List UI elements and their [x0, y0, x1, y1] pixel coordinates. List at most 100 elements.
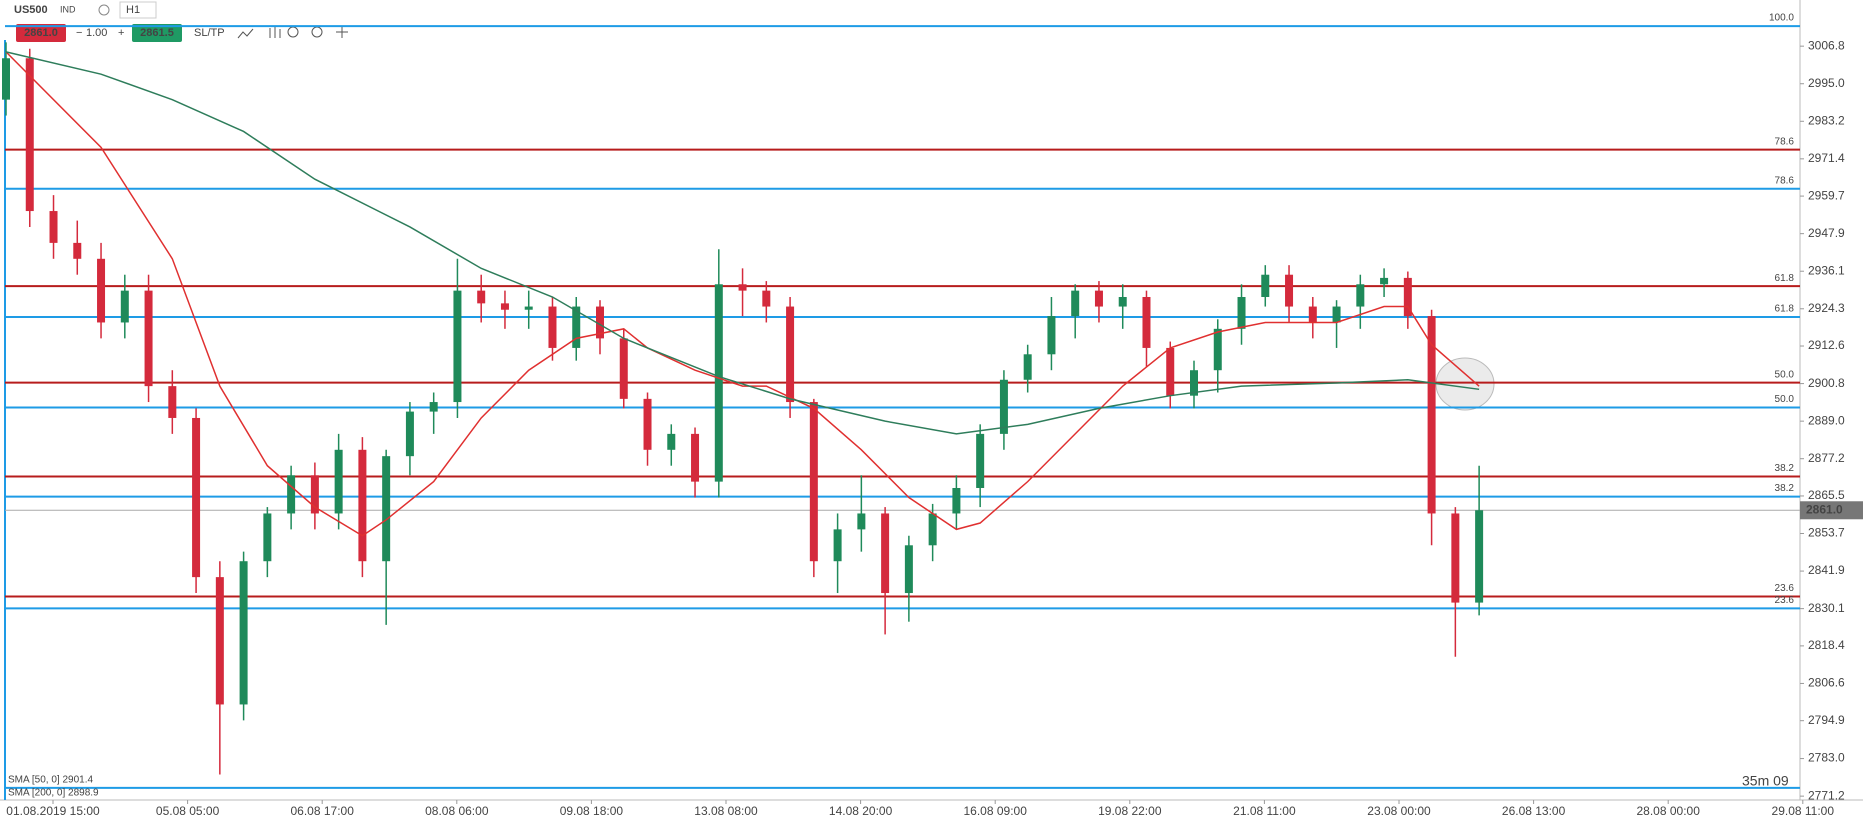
- candle-body: [1403, 277, 1412, 317]
- y-tick-label: 2936.1: [1808, 263, 1845, 277]
- candle-body: [358, 449, 367, 562]
- y-tick-label: 2877.2: [1808, 451, 1845, 465]
- candle-body: [120, 290, 129, 323]
- y-tick-label: 3006.8: [1808, 38, 1845, 52]
- timeframe-box[interactable]: [119, 1, 157, 19]
- candle-body: [881, 513, 890, 594]
- y-tick-label: 2912.6: [1808, 338, 1845, 352]
- fib-label: 50.0: [1775, 369, 1795, 380]
- candle-body: [310, 475, 319, 514]
- candle-body: [904, 545, 913, 594]
- candle-body: [1285, 274, 1294, 307]
- y-tick-label: 2924.3: [1808, 301, 1845, 315]
- candle-body: [1142, 296, 1151, 348]
- chart-type-icon[interactable]: [237, 28, 254, 39]
- x-tick-label: 09.08 18:00: [560, 804, 624, 818]
- x-tick-label: 29.08 11:00: [1772, 804, 1835, 818]
- x-tick-label: 06.08 17:00: [290, 804, 354, 818]
- candle-body: [1427, 316, 1436, 514]
- candle-body: [548, 306, 557, 348]
- candle-body: [215, 577, 224, 705]
- zoom-out[interactable]: [287, 26, 299, 38]
- toolbar: US500 IND H1 2861.0 − 1.00 + 2861.5 SL/T…: [14, 1, 348, 42]
- candle-body: [97, 258, 106, 323]
- minus[interactable]: −: [76, 27, 82, 39]
- x-tick-label: 28.08 00:00: [1636, 804, 1700, 818]
- candle-body: [1451, 513, 1460, 603]
- info-icon[interactable]: [98, 4, 110, 16]
- y-tick-label: 2853.7: [1808, 526, 1845, 540]
- x-tick-label: 21.08 11:00: [1233, 804, 1296, 818]
- candle-body: [1213, 328, 1222, 371]
- candle-body: [667, 433, 676, 450]
- candle-body: [572, 306, 581, 348]
- y-tick-label: 2806.6: [1808, 676, 1845, 690]
- indicator-legend: SMA [200, 0] 2898.9: [8, 788, 99, 799]
- candle-body: [382, 456, 391, 562]
- candle-body: [762, 290, 771, 307]
- fib-label: 61.8: [1775, 304, 1795, 315]
- candle-body: [1166, 347, 1175, 396]
- candle-body: [596, 306, 604, 339]
- market: IND: [60, 4, 76, 14]
- candle-body: [1475, 510, 1484, 603]
- fib-label: 78.6: [1775, 136, 1795, 147]
- candle-body: [999, 379, 1008, 434]
- candle-body: [1071, 290, 1080, 317]
- x-tick-label: 26.08 13:00: [1502, 804, 1566, 818]
- candle-body: [1118, 296, 1127, 307]
- candle-body: [405, 411, 414, 457]
- candle-body: [619, 338, 628, 399]
- y-tick-label: 2830.1: [1808, 601, 1845, 615]
- bid[interactable]: 2861.0: [24, 27, 58, 39]
- y-tick-label: 2947.9: [1808, 226, 1845, 240]
- indicator-legend: SMA [50, 0] 2901.4: [8, 775, 93, 786]
- candle-body: [857, 513, 866, 530]
- fib-label: 38.2: [1775, 483, 1795, 494]
- sell-button[interactable]: [16, 24, 66, 42]
- timer: 35m 09: [1742, 773, 1789, 789]
- y-tick-label: 2865.5: [1808, 488, 1845, 502]
- candle-body: [500, 303, 509, 310]
- fib-label: 23.6: [1775, 583, 1795, 594]
- candle-body: [1261, 274, 1270, 297]
- candle-body: [192, 417, 201, 578]
- x-tick-label: 08.08 06:00: [425, 804, 489, 818]
- y-tick-label: 2959.7: [1808, 188, 1845, 202]
- x-tick-label: 23.08 00:00: [1367, 804, 1431, 818]
- sltp[interactable]: SL/TP: [194, 27, 225, 39]
- y-tick-label: 2818.4: [1808, 638, 1845, 652]
- crosshair[interactable]: [336, 26, 348, 38]
- plus[interactable]: +: [118, 27, 124, 39]
- y-tick-label: 2783.0: [1808, 751, 1845, 765]
- candle-body: [429, 402, 438, 412]
- candle-body: [1356, 284, 1365, 307]
- ask[interactable]: 2861.5: [140, 27, 174, 39]
- candle-body: [524, 306, 533, 310]
- candle-body: [643, 398, 652, 450]
- plot: 3006.8 2995.0 2983.2 2971.4 2959.7 2947.9 2936…: [2, 13, 1863, 818]
- candle-body: [49, 211, 58, 243]
- current-price-label: 2861.0: [1806, 502, 1843, 516]
- y-tick-label: 2841.9: [1808, 563, 1845, 577]
- candle-body: [1023, 354, 1032, 380]
- x-tick-label: 01.08.2019 15:00: [6, 804, 100, 818]
- candle-body: [1332, 306, 1341, 323]
- step[interactable]: 1.00: [86, 27, 107, 39]
- buy-button[interactable]: [132, 24, 182, 42]
- candle-body: [976, 433, 985, 488]
- candle-body: [738, 284, 747, 291]
- zoom-in[interactable]: [311, 26, 323, 38]
- candle-body: [25, 58, 34, 212]
- timeframe[interactable]: H1: [126, 4, 140, 16]
- y-tick-label: 2971.4: [1808, 151, 1845, 165]
- candle-body: [1190, 370, 1198, 396]
- x-tick-label: 05.08 05:00: [156, 804, 220, 818]
- y-tick-label: 2995.0: [1808, 76, 1845, 90]
- sma-line: [5, 51, 1480, 435]
- candle-body: [691, 433, 700, 482]
- indicator-icon[interactable]: [269, 26, 281, 38]
- fib-label: 50.0: [1775, 394, 1795, 405]
- symbol[interactable]: US500: [14, 4, 48, 16]
- candle-body: [1380, 277, 1389, 285]
